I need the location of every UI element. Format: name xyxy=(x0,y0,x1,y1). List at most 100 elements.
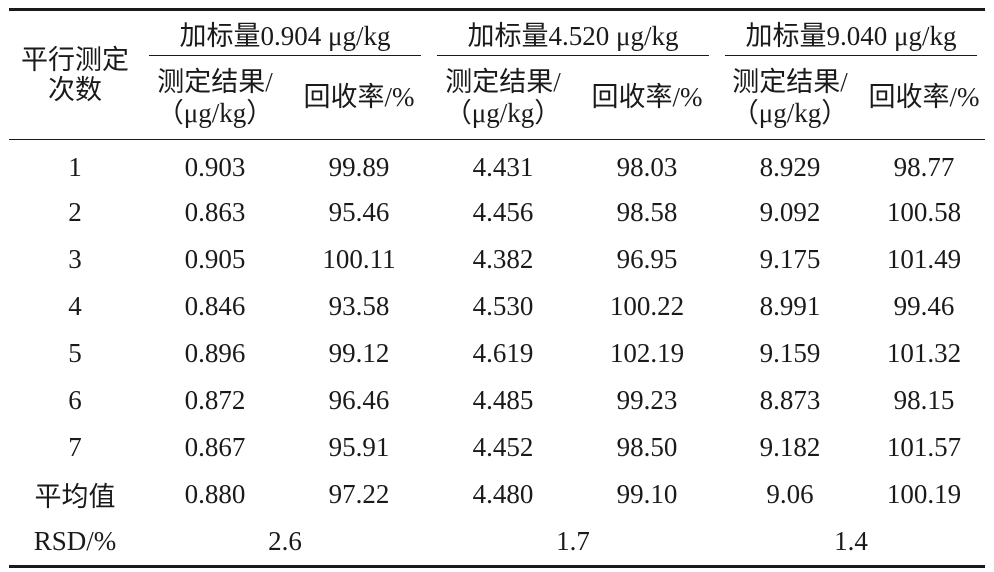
table-row: 2 0.863 95.46 4.456 98.58 9.092 100.58 xyxy=(9,189,985,236)
top-rule xyxy=(9,8,985,12)
table-cell: 98.03 xyxy=(616,152,678,182)
table-cell: 100.58 xyxy=(886,197,962,227)
group-header-3: 加标量9.040 μg/kg xyxy=(717,11,985,56)
bottom-rule xyxy=(9,565,985,569)
table-row: 3 0.905 100.11 4.382 96.95 9.175 101.49 xyxy=(9,236,985,283)
result-header-3-line-1: 测定结果/ xyxy=(732,66,848,97)
table-cell: 8.929 xyxy=(759,152,821,182)
rsd-row: RSD/% 2.6 1.7 1.4 xyxy=(9,518,985,567)
table-cell: 98.15 xyxy=(893,385,955,415)
rsd-value-1: 2.6 xyxy=(268,526,302,556)
group-header-1: 加标量0.904 μg/kg xyxy=(141,11,429,56)
recovery-table: 平行测定 次数 加标量0.904 μg/kg 加标量4.520 μg/kg 加标… xyxy=(9,8,985,569)
table-cell: 100.19 xyxy=(886,479,962,509)
table-cell: 8.991 xyxy=(759,291,821,321)
group-header-row: 平行测定 次数 加标量0.904 μg/kg 加标量4.520 μg/kg 加标… xyxy=(9,11,985,105)
row-label: 4 xyxy=(68,291,82,321)
table-cell: 9.092 xyxy=(759,197,821,227)
group-header-3-label: 加标量9.040 μg/kg xyxy=(745,21,957,51)
table-cell: 0.905 xyxy=(184,244,246,274)
result-header-2-line-1: 测定结果/ xyxy=(445,66,561,97)
table-cell: 4.456 xyxy=(472,197,534,227)
table-cell: 4.485 xyxy=(472,385,534,415)
row-label: 7 xyxy=(68,432,82,462)
group-header-1-label: 加标量0.904 μg/kg xyxy=(179,21,391,51)
table-cell: 101.32 xyxy=(886,338,962,368)
table-cell: 96.46 xyxy=(328,385,390,415)
table-row: 4 0.846 93.58 4.530 100.22 8.991 99.46 xyxy=(9,283,985,330)
table-cell: 100.22 xyxy=(609,291,685,321)
result-header-1: 测定结果/ （μg/kg） xyxy=(141,56,289,140)
row-label: 2 xyxy=(68,197,82,227)
table-cell: 0.863 xyxy=(184,197,246,227)
table-cell: 95.46 xyxy=(328,197,390,227)
table-cell: 9.06 xyxy=(766,479,814,509)
rsd-label: RSD/% xyxy=(33,526,117,556)
table-cell: 9.182 xyxy=(759,432,821,462)
sub-header-row: 测定结果/ （μg/kg） 回收率/% 测定结果/ （μg/kg） 回收率/% … xyxy=(9,56,985,140)
table-cell: 96.95 xyxy=(616,244,678,274)
table-cell: 97.22 xyxy=(328,479,390,509)
table-cell: 101.57 xyxy=(886,432,962,462)
group-header-2: 加标量4.520 μg/kg xyxy=(429,11,717,56)
table-cell: 9.175 xyxy=(759,244,821,274)
table-cell: 101.49 xyxy=(886,244,962,274)
result-header-1-line-1: 测定结果/ xyxy=(157,66,273,97)
recovery-header-1: 回收率/% xyxy=(303,82,415,112)
table-cell: 99.10 xyxy=(616,479,678,509)
table-cell: 4.619 xyxy=(472,338,534,368)
table-cell: 4.431 xyxy=(472,152,534,182)
table-cell: 4.480 xyxy=(472,479,534,509)
table-row: 7 0.867 95.91 4.452 98.50 9.182 101.57 xyxy=(9,424,985,471)
table-row: 1 0.903 99.89 4.431 98.03 8.929 98.77 xyxy=(9,140,985,189)
group-header-2-rule xyxy=(437,55,709,56)
table-cell: 98.58 xyxy=(616,197,678,227)
table-cell: 99.46 xyxy=(893,291,955,321)
table-cell: 99.23 xyxy=(616,385,678,415)
group-header-2-label: 加标量4.520 μg/kg xyxy=(467,21,679,51)
table-cell: 98.77 xyxy=(893,152,955,182)
row-header-line-1: 平行测定 xyxy=(21,45,129,75)
table-cell: 0.903 xyxy=(184,152,246,182)
row-label: 平均值 xyxy=(34,482,116,512)
recovery-header-2: 回收率/% xyxy=(591,82,703,112)
group-header-3-rule xyxy=(725,55,977,56)
table-cell: 0.896 xyxy=(184,338,246,368)
table-row: 6 0.872 96.46 4.485 99.23 8.873 98.15 xyxy=(9,377,985,424)
recovery-header-3: 回收率/% xyxy=(868,82,980,112)
header-rule xyxy=(9,139,985,140)
table-cell: 0.880 xyxy=(184,479,246,509)
table-cell: 9.159 xyxy=(759,338,821,368)
table-cell: 4.452 xyxy=(472,432,534,462)
result-header-2: 测定结果/ （μg/kg） xyxy=(429,56,577,140)
result-header-3: 测定结果/ （μg/kg） xyxy=(717,56,863,140)
table-cell: 8.873 xyxy=(759,385,821,415)
row-header-line-2: 次数 xyxy=(48,75,102,105)
row-header-cell: 平行测定 次数 xyxy=(9,11,141,140)
table-cell: 93.58 xyxy=(328,291,390,321)
table-cell: 0.867 xyxy=(184,432,246,462)
row-label: 1 xyxy=(68,152,82,182)
table-row: 5 0.896 99.12 4.619 102.19 9.159 101.32 xyxy=(9,330,985,377)
rsd-value-3: 1.4 xyxy=(834,526,868,556)
group-header-1-rule xyxy=(149,55,421,56)
table-cell: 4.382 xyxy=(472,244,534,274)
row-label: 6 xyxy=(68,385,82,415)
rsd-value-2: 1.7 xyxy=(556,526,590,556)
table-cell: 99.12 xyxy=(328,338,390,368)
table-cell: 100.11 xyxy=(322,244,396,274)
table-cell: 98.50 xyxy=(616,432,678,462)
table-cell: 102.19 xyxy=(609,338,685,368)
row-label: 5 xyxy=(68,338,82,368)
result-header-2-line-2: （μg/kg） xyxy=(444,97,562,128)
table-cell: 0.872 xyxy=(184,385,246,415)
average-row: 平均值 0.880 97.22 4.480 99.10 9.06 100.19 xyxy=(9,471,985,518)
table-cell: 4.530 xyxy=(472,291,534,321)
table-cell: 99.89 xyxy=(328,152,390,182)
row-label: 3 xyxy=(68,244,82,274)
table-cell: 95.91 xyxy=(328,432,390,462)
result-header-3-line-2: （μg/kg） xyxy=(731,97,849,128)
table-cell: 0.846 xyxy=(184,291,246,321)
result-header-1-line-2: （μg/kg） xyxy=(156,97,274,128)
